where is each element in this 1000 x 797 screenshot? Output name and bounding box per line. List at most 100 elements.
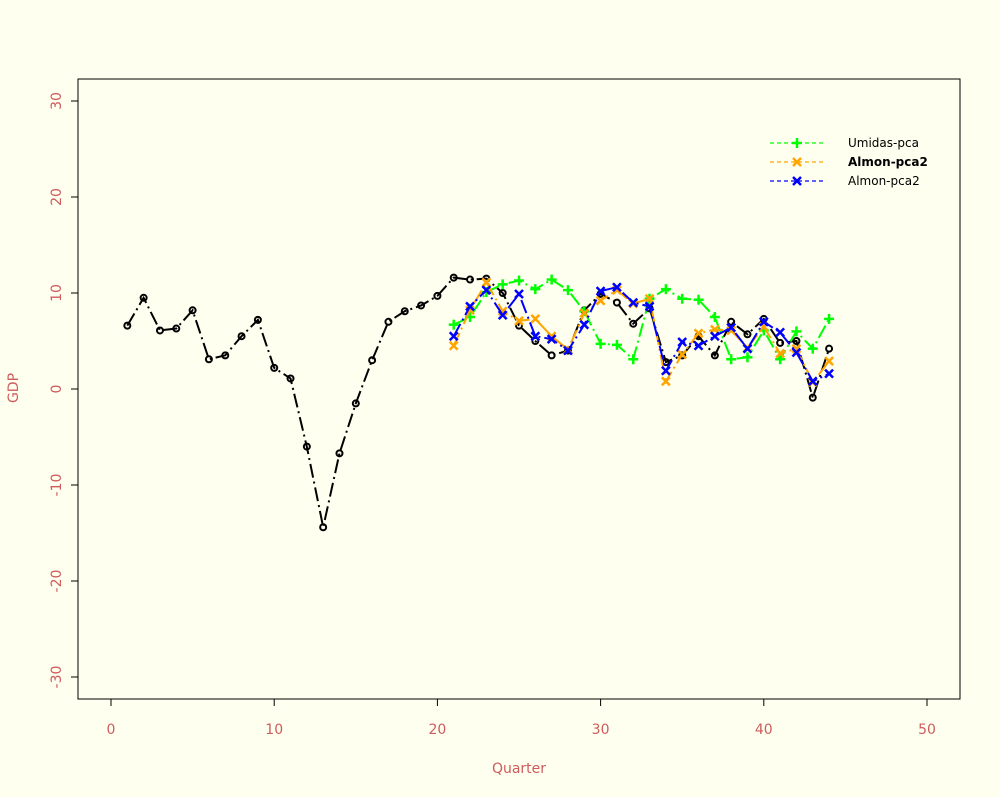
data-point — [562, 285, 573, 296]
data-point — [514, 315, 524, 326]
data-point — [335, 449, 344, 458]
point-circle — [155, 326, 164, 335]
data-point — [497, 310, 508, 320]
y-axis-title: GDP — [6, 373, 22, 403]
data-point — [792, 337, 801, 345]
x-tick-label: 30 — [592, 722, 610, 738]
data-point — [546, 334, 557, 344]
data-point — [465, 301, 475, 312]
point-circle — [351, 399, 360, 408]
data-point — [384, 317, 393, 326]
point-cross-b — [563, 345, 573, 356]
point-circle — [368, 356, 377, 365]
data-point — [449, 273, 458, 282]
data-point — [547, 351, 556, 360]
legend-item: Almon-pca2 — [770, 174, 920, 188]
y-axis: -30 -20 -10 0 10 20 30 — [49, 92, 79, 688]
point-cross-b — [775, 327, 786, 338]
data-point — [351, 399, 360, 408]
data-point — [481, 285, 492, 296]
point-cross-b — [693, 340, 704, 351]
point-cross-b — [481, 277, 492, 288]
data-point — [693, 328, 704, 339]
legend-label: Almon-pca2 — [848, 174, 920, 188]
data-point — [742, 352, 753, 363]
point-cross-b — [742, 343, 753, 354]
data-point — [660, 284, 671, 295]
data-point — [595, 295, 606, 306]
data-point — [792, 157, 802, 167]
data-point — [727, 317, 736, 326]
point-circle — [710, 351, 719, 360]
data-point — [629, 319, 638, 328]
data-point — [678, 351, 687, 360]
data-point — [123, 321, 132, 330]
legend-label: Almon-pca2 — [848, 155, 928, 169]
data-point — [579, 319, 590, 330]
data-point — [693, 340, 704, 351]
point-circle — [825, 344, 834, 353]
data-point — [237, 332, 246, 341]
data-point — [497, 279, 508, 290]
point-circle — [792, 337, 801, 345]
point-circle — [286, 374, 295, 383]
data-point — [612, 282, 622, 293]
y-tick-label: 20 — [49, 188, 65, 206]
point-circle — [335, 449, 344, 458]
y-tick-label: 10 — [49, 284, 65, 302]
data-point — [775, 327, 786, 338]
point-circle — [612, 298, 621, 307]
point-circle — [204, 355, 213, 364]
point-cross-b — [758, 316, 769, 327]
data-point — [807, 343, 818, 354]
data-point — [514, 289, 524, 299]
x-tick-label: 50 — [918, 722, 936, 738]
point-circle — [172, 324, 181, 333]
y-tick-label: -10 — [49, 474, 65, 497]
data-point — [546, 274, 557, 285]
data-point — [253, 315, 262, 324]
data-point — [807, 376, 818, 387]
point-circle — [221, 351, 230, 360]
data-point — [758, 316, 769, 327]
point-circle — [123, 321, 132, 330]
data-point — [400, 307, 409, 316]
point-circle — [253, 315, 262, 324]
legend: Umidas-pca Almon-pca2 Almon-pca2 — [770, 136, 928, 188]
point-cross-b — [579, 308, 590, 319]
point-cross-b — [530, 314, 541, 324]
point-cross-b — [579, 319, 590, 330]
legend-label: Umidas-pca — [848, 136, 919, 150]
data-point — [644, 293, 655, 304]
point-circle — [449, 273, 458, 282]
point-cross-b — [775, 348, 786, 359]
data-point — [709, 312, 720, 322]
y-tick-label: -20 — [49, 570, 65, 593]
point-cross-b — [595, 295, 606, 306]
point-cross-b — [660, 376, 671, 387]
point-circle — [417, 301, 426, 310]
point-cross-b — [677, 349, 688, 360]
data-point — [595, 338, 606, 349]
x-tick-label: 10 — [265, 722, 283, 738]
data-point — [660, 365, 671, 376]
point-circle — [547, 351, 556, 360]
point-circle — [319, 523, 328, 532]
point-cross-b — [726, 325, 737, 336]
data-point — [172, 324, 181, 333]
point-circle — [466, 275, 475, 284]
x-tick-label: 20 — [428, 722, 446, 738]
data-point — [628, 297, 639, 308]
point-circle — [531, 337, 540, 345]
point-cross-b — [693, 328, 704, 339]
point-cross-b — [792, 176, 802, 186]
data-point — [792, 138, 802, 148]
point-cross-b — [824, 368, 834, 379]
data-point — [824, 313, 835, 324]
data-point — [563, 345, 573, 356]
data-point — [319, 523, 328, 532]
data-point — [611, 339, 622, 350]
point-cross-b — [530, 331, 541, 342]
point-cross-b — [644, 293, 655, 304]
data-point — [628, 354, 639, 365]
